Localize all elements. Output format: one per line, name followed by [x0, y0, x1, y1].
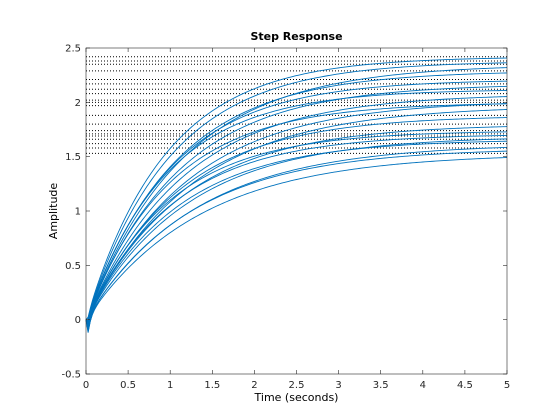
response-curve-7 — [85, 90, 508, 321]
response-curves — [85, 57, 508, 333]
y-axis-label: Amplitude — [47, 183, 60, 240]
y-tick-label: -0.5 — [61, 370, 81, 381]
y-tick-label: 2 — [75, 98, 81, 109]
y-tick-label: 0.5 — [65, 261, 81, 272]
response-curve-12 — [85, 117, 508, 325]
y-tick-label: 0 — [75, 315, 81, 326]
response-curve-8 — [85, 96, 508, 325]
y-axis-ticks: -0.5 0 0.5 1 1.5 2 2.5 — [61, 44, 507, 381]
response-curve-15 — [85, 134, 508, 329]
response-curve-5 — [85, 80, 508, 321]
y-tick-label: 2.5 — [65, 44, 81, 55]
x-tick-label: 2.5 — [289, 380, 305, 391]
x-tick-label: 2 — [251, 380, 257, 391]
x-tick-label: 5 — [504, 380, 510, 391]
x-tick-label: 0 — [83, 380, 89, 391]
x-tick-label: 3 — [335, 380, 341, 391]
response-curve-16 — [85, 138, 508, 326]
response-curve-2 — [85, 62, 508, 323]
response-curve-14 — [85, 131, 508, 323]
chart-title: Step Response — [250, 30, 342, 43]
x-tick-label: 0.5 — [120, 380, 136, 391]
x-axis-label: Time (seconds) — [254, 391, 339, 404]
response-curve-20 — [85, 157, 508, 330]
response-curve-3 — [85, 67, 508, 322]
x-tick-label: 1.5 — [204, 380, 220, 391]
response-curve-19 — [85, 150, 508, 332]
x-tick-label: 1 — [167, 380, 173, 391]
y-tick-label: 1.5 — [65, 152, 81, 163]
y-tick-label: 1 — [75, 207, 81, 218]
response-curve-9 — [85, 103, 508, 328]
x-tick-label: 3.5 — [373, 380, 389, 391]
response-curve-6 — [85, 85, 508, 328]
x-tick-label: 4.5 — [457, 380, 473, 391]
x-tick-label: 4 — [420, 380, 426, 391]
response-curve-11 — [85, 109, 508, 331]
response-curve-1 — [85, 57, 508, 320]
x-axis-ticks: 0 0.5 1 1.5 2 2.5 3 3.5 4 4.5 5 — [83, 48, 510, 391]
response-curve-10 — [85, 103, 508, 322]
response-curve-17 — [85, 140, 508, 333]
